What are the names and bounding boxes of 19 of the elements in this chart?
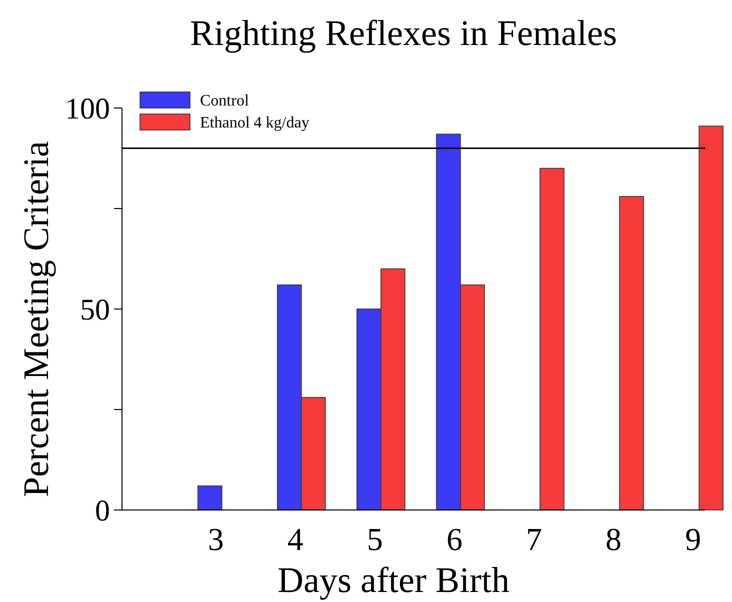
chart-title: Righting Reflexes in Females [190, 13, 617, 53]
x-tick-label: 3 [208, 521, 224, 557]
x-tick-label: 6 [446, 521, 462, 557]
x-tick-label: 4 [287, 521, 304, 557]
x-axis-title: Days after Birth [278, 560, 510, 600]
y-tick-label: 100 [65, 92, 110, 126]
legend-label: Control [200, 92, 250, 110]
legend-label: Ethanol 4 kg/day [200, 114, 310, 132]
y-tick-label: 0 [95, 494, 110, 528]
x-tick-label: 9 [685, 521, 702, 557]
y-tick-label: 50 [80, 294, 110, 326]
bar [698, 126, 724, 510]
x-tick-label: 5 [366, 521, 383, 557]
bar [540, 168, 564, 510]
bar [619, 196, 644, 510]
x-tick-label: 8 [606, 521, 622, 557]
y-axis-title: Percent Meeting Criteria [16, 141, 56, 497]
x-tick-label: 7 [526, 521, 542, 557]
bar [197, 485, 222, 510]
